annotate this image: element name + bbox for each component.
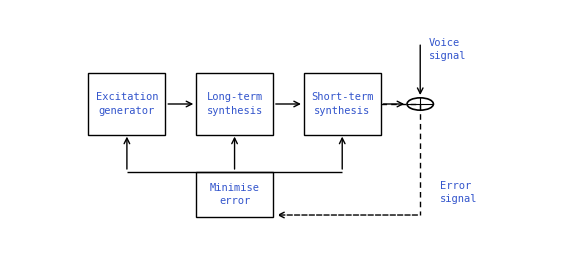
Bar: [196, 73, 273, 135]
Text: Minimise
error: Minimise error: [210, 183, 260, 206]
Text: Voice
signal: Voice signal: [429, 38, 467, 61]
Text: Short-term
synthesis: Short-term synthesis: [311, 92, 374, 116]
Text: Excitation
generator: Excitation generator: [96, 92, 158, 116]
Bar: [304, 73, 380, 135]
Bar: [88, 73, 166, 135]
Text: Error
signal: Error signal: [440, 181, 477, 204]
Text: Long-term
synthesis: Long-term synthesis: [206, 92, 263, 116]
Bar: [196, 172, 273, 217]
